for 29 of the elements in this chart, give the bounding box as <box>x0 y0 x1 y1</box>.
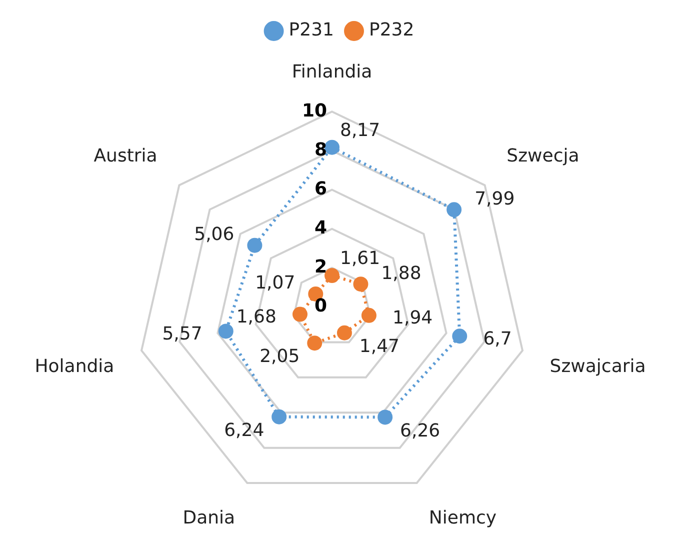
spoke-label: Austria <box>94 146 158 167</box>
data-label: 1,94 <box>392 308 433 329</box>
data-label: 1,61 <box>340 248 380 270</box>
data-label: 6,26 <box>400 420 440 442</box>
data-label: 5,06 <box>194 224 234 246</box>
data-label: 6,24 <box>224 420 264 441</box>
spoke-label: Niemcy <box>428 508 497 529</box>
legend-label: P231 <box>288 20 334 41</box>
y-tick-label: 0 <box>314 296 327 317</box>
data-label: 6,7 <box>483 328 512 350</box>
spoke-label: Szwecja <box>506 146 580 167</box>
y-tick-label: 6 <box>314 178 327 200</box>
y-tick-label: 10 <box>302 100 327 122</box>
data-label: 2,05 <box>260 346 300 368</box>
spoke-label: Holandia <box>34 356 114 378</box>
spoke-label: Dania <box>182 508 236 529</box>
legend-label: P232 <box>369 20 414 41</box>
data-label: 8,17 <box>340 120 380 142</box>
y-tick-label: 2 <box>314 256 327 278</box>
data-label: 1,88 <box>381 262 422 284</box>
data-label: 1,47 <box>359 336 400 357</box>
data-label: 1,07 <box>255 272 296 294</box>
spoke-label: Finlandia <box>292 61 372 82</box>
data-label: 5,57 <box>162 323 202 344</box>
y-tick-label: 4 <box>314 218 327 239</box>
spoke-label: Szwajcaria <box>550 356 646 378</box>
data-label: 1,68 <box>236 306 276 328</box>
data-label: 7,99 <box>474 188 515 210</box>
y-tick-label: 8 <box>314 139 327 160</box>
